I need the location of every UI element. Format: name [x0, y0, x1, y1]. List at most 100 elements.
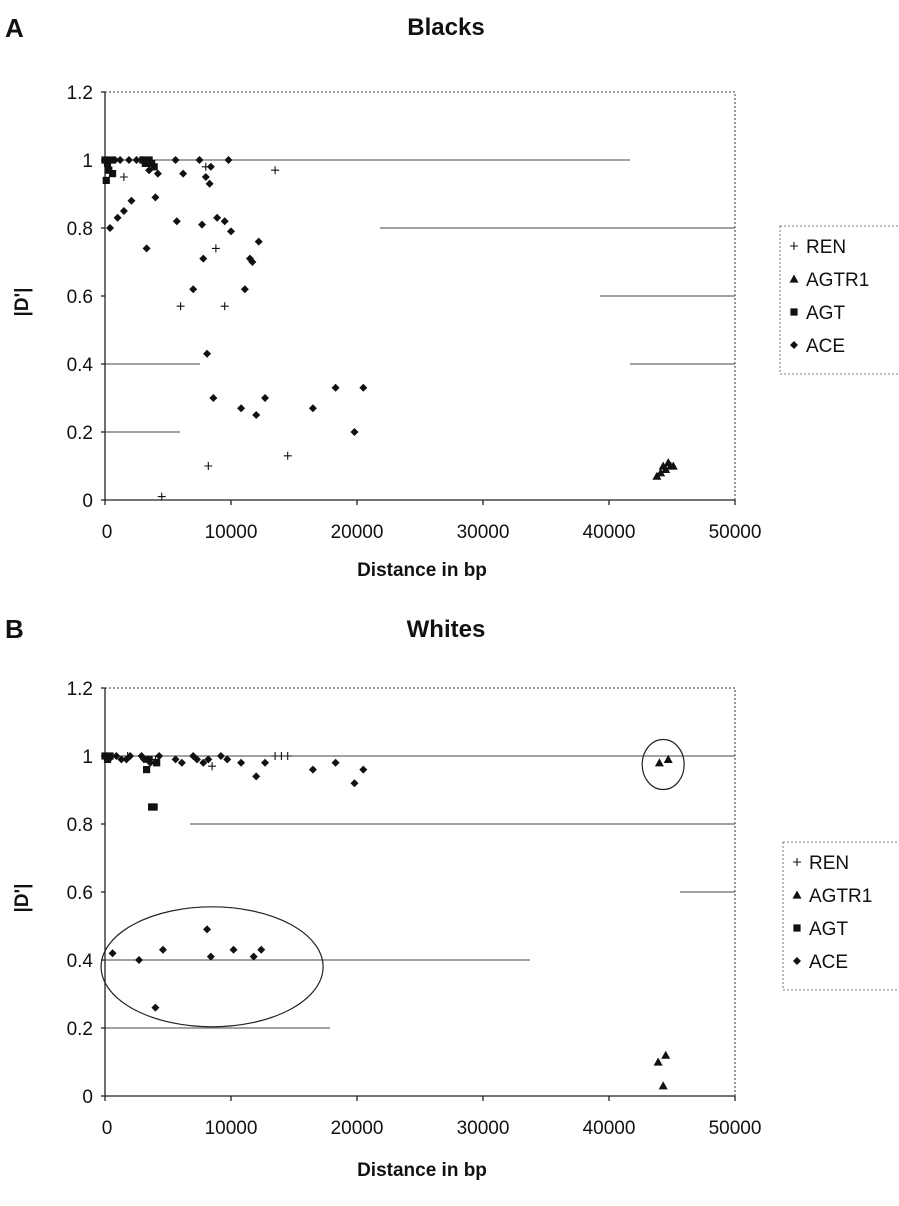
data-point-ren — [157, 492, 166, 501]
data-point-ace — [199, 254, 208, 263]
data-point-agt — [108, 170, 117, 178]
data-point-agtr1 — [661, 464, 671, 473]
data-point-ace — [223, 755, 232, 764]
y-tick-label: 0.2 — [67, 1019, 93, 1040]
data-point-ace — [254, 237, 263, 246]
data-point-ace — [124, 156, 133, 164]
data-point-ace — [206, 952, 215, 961]
x-tick-label: 40000 — [583, 1118, 636, 1139]
data-point-ace — [209, 394, 218, 402]
data-point-ace — [204, 755, 213, 764]
data-point-ace — [179, 169, 188, 178]
x-tick-label: 30000 — [457, 1118, 510, 1139]
data-point-ace — [237, 758, 246, 767]
highlight-ellipse-ace — [100, 906, 324, 1028]
data-point-ace — [261, 758, 270, 767]
chart-panel-a: A Blacks 0 0.2 0.4 0.6 0.8 1 1.2 0 10000 20000 30000… — [5, 13, 899, 581]
chart-title: Whites — [407, 616, 486, 643]
data-point-ace — [111, 156, 120, 164]
data-point-ace — [257, 945, 266, 954]
data-point-ace — [132, 156, 141, 164]
data-point-agtr1 — [654, 758, 664, 767]
data-point-agtr1 — [663, 754, 673, 763]
y-axis-label: |D'| — [12, 288, 33, 317]
x-tick-label: 10000 — [205, 522, 258, 543]
data-point-ren — [176, 302, 185, 311]
data-point-agtr1 — [658, 1081, 668, 1090]
y-tick-label: 1 — [82, 747, 93, 768]
data-point-ace — [359, 383, 368, 392]
legend-box — [782, 841, 899, 991]
data-point-agt — [150, 163, 158, 171]
data-point-agt — [142, 766, 151, 774]
data-point-ace — [201, 173, 210, 181]
legend-label-ren: REN — [809, 853, 849, 874]
legend-box — [779, 225, 899, 375]
data-point-agtr1 — [656, 468, 666, 477]
data-point-agt — [141, 159, 149, 167]
data-point-agt — [102, 176, 110, 184]
data-point-agt — [103, 159, 112, 167]
data-point-ace — [108, 949, 117, 958]
data-point-ace — [220, 217, 229, 226]
data-point-agtr1 — [661, 1050, 671, 1059]
data-point-ace — [216, 752, 225, 760]
y-tick-label: 1.2 — [67, 679, 93, 700]
legend-label-agtr1: AGTR1 — [806, 270, 869, 291]
y-tick-label: 1 — [82, 151, 93, 172]
data-point-ace — [177, 758, 186, 767]
x-tick-label: 0 — [102, 522, 113, 543]
data-point-ace — [155, 752, 164, 760]
data-point-agt — [150, 803, 158, 811]
data-point-ace — [198, 220, 207, 229]
x-tick-label: 10000 — [205, 1118, 258, 1139]
data-point-ace — [104, 755, 113, 764]
data-point-ace — [171, 755, 180, 764]
y-tick-label: 0.6 — [67, 883, 93, 904]
data-point-ace — [224, 156, 233, 164]
data-point-agt — [106, 752, 114, 760]
data-point-ace — [252, 411, 261, 419]
data-point-ace — [350, 428, 359, 436]
legend-marker-agtr1 — [789, 274, 799, 283]
legend-marker-agt — [793, 924, 801, 932]
data-point-ace — [142, 244, 151, 253]
data-point-ace — [227, 227, 235, 236]
data-point-ren — [211, 244, 220, 253]
data-point-ace — [146, 758, 155, 767]
data-point-ace — [240, 285, 249, 294]
data-point-ace — [189, 285, 198, 294]
data-point-ace — [145, 166, 154, 175]
highlight-ellipse-agtr1 — [641, 738, 685, 791]
data-point-agtr1 — [668, 461, 678, 470]
data-point-ace — [172, 217, 181, 226]
legend-label-ace: ACE — [806, 336, 845, 357]
data-point-ace — [248, 258, 257, 266]
y-tick-label: 0.8 — [67, 219, 93, 240]
series-agtr1 — [653, 754, 673, 1090]
legend-label-agtr1: AGTR1 — [809, 886, 872, 907]
data-point-ace — [203, 925, 212, 934]
data-point-ace — [151, 1003, 160, 1012]
y-tick-label: 1.2 — [67, 83, 93, 104]
data-point-agt — [105, 166, 113, 174]
data-point-ace — [140, 755, 149, 764]
legend: REN AGTR1 AGT ACE — [779, 225, 899, 375]
x-tick-label: 30000 — [457, 522, 510, 543]
x-tick-label: 50000 — [709, 522, 762, 543]
data-point-agtr1 — [653, 1057, 663, 1066]
data-point-ace — [195, 156, 204, 164]
y-tick-label: 0.2 — [67, 423, 93, 444]
y-tick-label: 0.8 — [67, 815, 93, 836]
legend-marker-ren — [790, 242, 798, 250]
data-point-ren — [119, 173, 128, 181]
data-point-ren — [271, 166, 280, 175]
data-point-ace — [261, 394, 270, 402]
x-tick-label: 0 — [102, 1118, 113, 1139]
x-tick-label: 20000 — [331, 1118, 384, 1139]
data-point-ace — [153, 169, 162, 178]
data-point-ace — [350, 779, 359, 788]
series-agtr1 — [652, 458, 678, 480]
data-point-ace — [206, 162, 215, 171]
